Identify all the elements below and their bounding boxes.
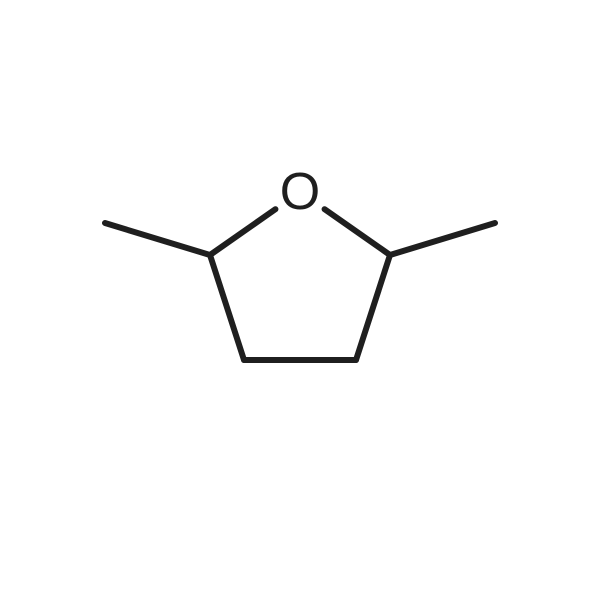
- bond: [105, 223, 210, 255]
- bond: [210, 209, 275, 255]
- bond: [356, 255, 390, 360]
- atom-label-layer: O: [280, 163, 320, 221]
- bond: [210, 255, 244, 360]
- molecule-diagram: O: [0, 0, 600, 600]
- bond: [325, 209, 390, 255]
- atom-label-O: O: [280, 163, 320, 221]
- bond: [390, 223, 495, 255]
- bond-layer: [105, 209, 495, 360]
